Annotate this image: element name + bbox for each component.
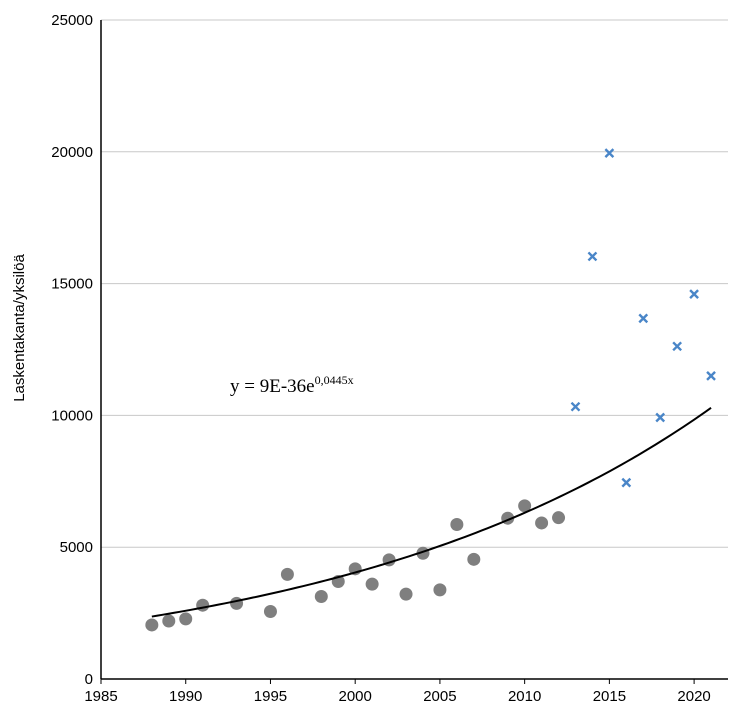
data-point-cross: [638, 313, 649, 324]
data-point-cross: [706, 371, 716, 381]
data-point-cross: [570, 401, 581, 412]
data-point-circle: [263, 605, 277, 619]
data-point-cross: [689, 289, 699, 299]
trendline-equation-exponent: 0,0445x: [315, 373, 354, 387]
data-point-circle: [467, 552, 481, 566]
data-point-cross: [621, 477, 632, 488]
trendline-equation: y = 9E-36e0,0445x: [230, 373, 354, 397]
x-tick-label: 1990: [169, 688, 202, 705]
x-axis-ticks: 1985 1990 1995 2000 2005 2010 2015 2020: [84, 679, 711, 705]
data-point-cross: [587, 251, 598, 262]
data-point-circle: [230, 596, 244, 610]
data-point-cross: [604, 148, 615, 158]
grid-lines: [101, 19, 728, 548]
y-tick-label: 5000: [60, 539, 93, 556]
x-tick-label: 2000: [339, 688, 372, 705]
data-point-circle: [314, 589, 328, 603]
data-point-circle: [145, 618, 159, 632]
trendline: [151, 407, 712, 618]
y-tick-label: 10000: [51, 407, 93, 424]
data-point-circle: [280, 567, 294, 581]
data-point-circle: [552, 511, 566, 525]
x-tick-label: 1995: [254, 688, 287, 705]
data-point-circle: [399, 587, 413, 601]
data-point-circle: [162, 614, 176, 628]
x-tick-label: 2005: [423, 688, 456, 705]
x-tick-label: 2015: [593, 688, 626, 705]
data-point-circle: [450, 518, 464, 532]
x-tick-label: 2010: [508, 688, 541, 705]
y-axis-title: Laskentakanta/yksilöä: [11, 254, 28, 402]
x-tick-label: 2020: [677, 688, 710, 705]
y-tick-label: 0: [85, 671, 93, 688]
data-point-circle: [535, 516, 549, 530]
data-point-circle: [196, 598, 210, 612]
data-point-cross: [655, 412, 666, 423]
y-tick-label: 25000: [51, 12, 93, 29]
x-tick-label: 1985: [84, 688, 117, 705]
data-point-circle: [518, 499, 532, 513]
data-point-cross: [672, 341, 683, 352]
y-tick-label: 20000: [51, 144, 93, 161]
y-axis-ticks: 0 5000 10000 15000 20000 25000: [51, 12, 93, 688]
trendline-equation-main: y = 9E-36e: [230, 376, 315, 397]
y-tick-label: 15000: [51, 276, 93, 293]
data-point-circle: [179, 612, 193, 626]
data-point-circle: [433, 583, 447, 597]
data-point-circle: [365, 577, 379, 591]
